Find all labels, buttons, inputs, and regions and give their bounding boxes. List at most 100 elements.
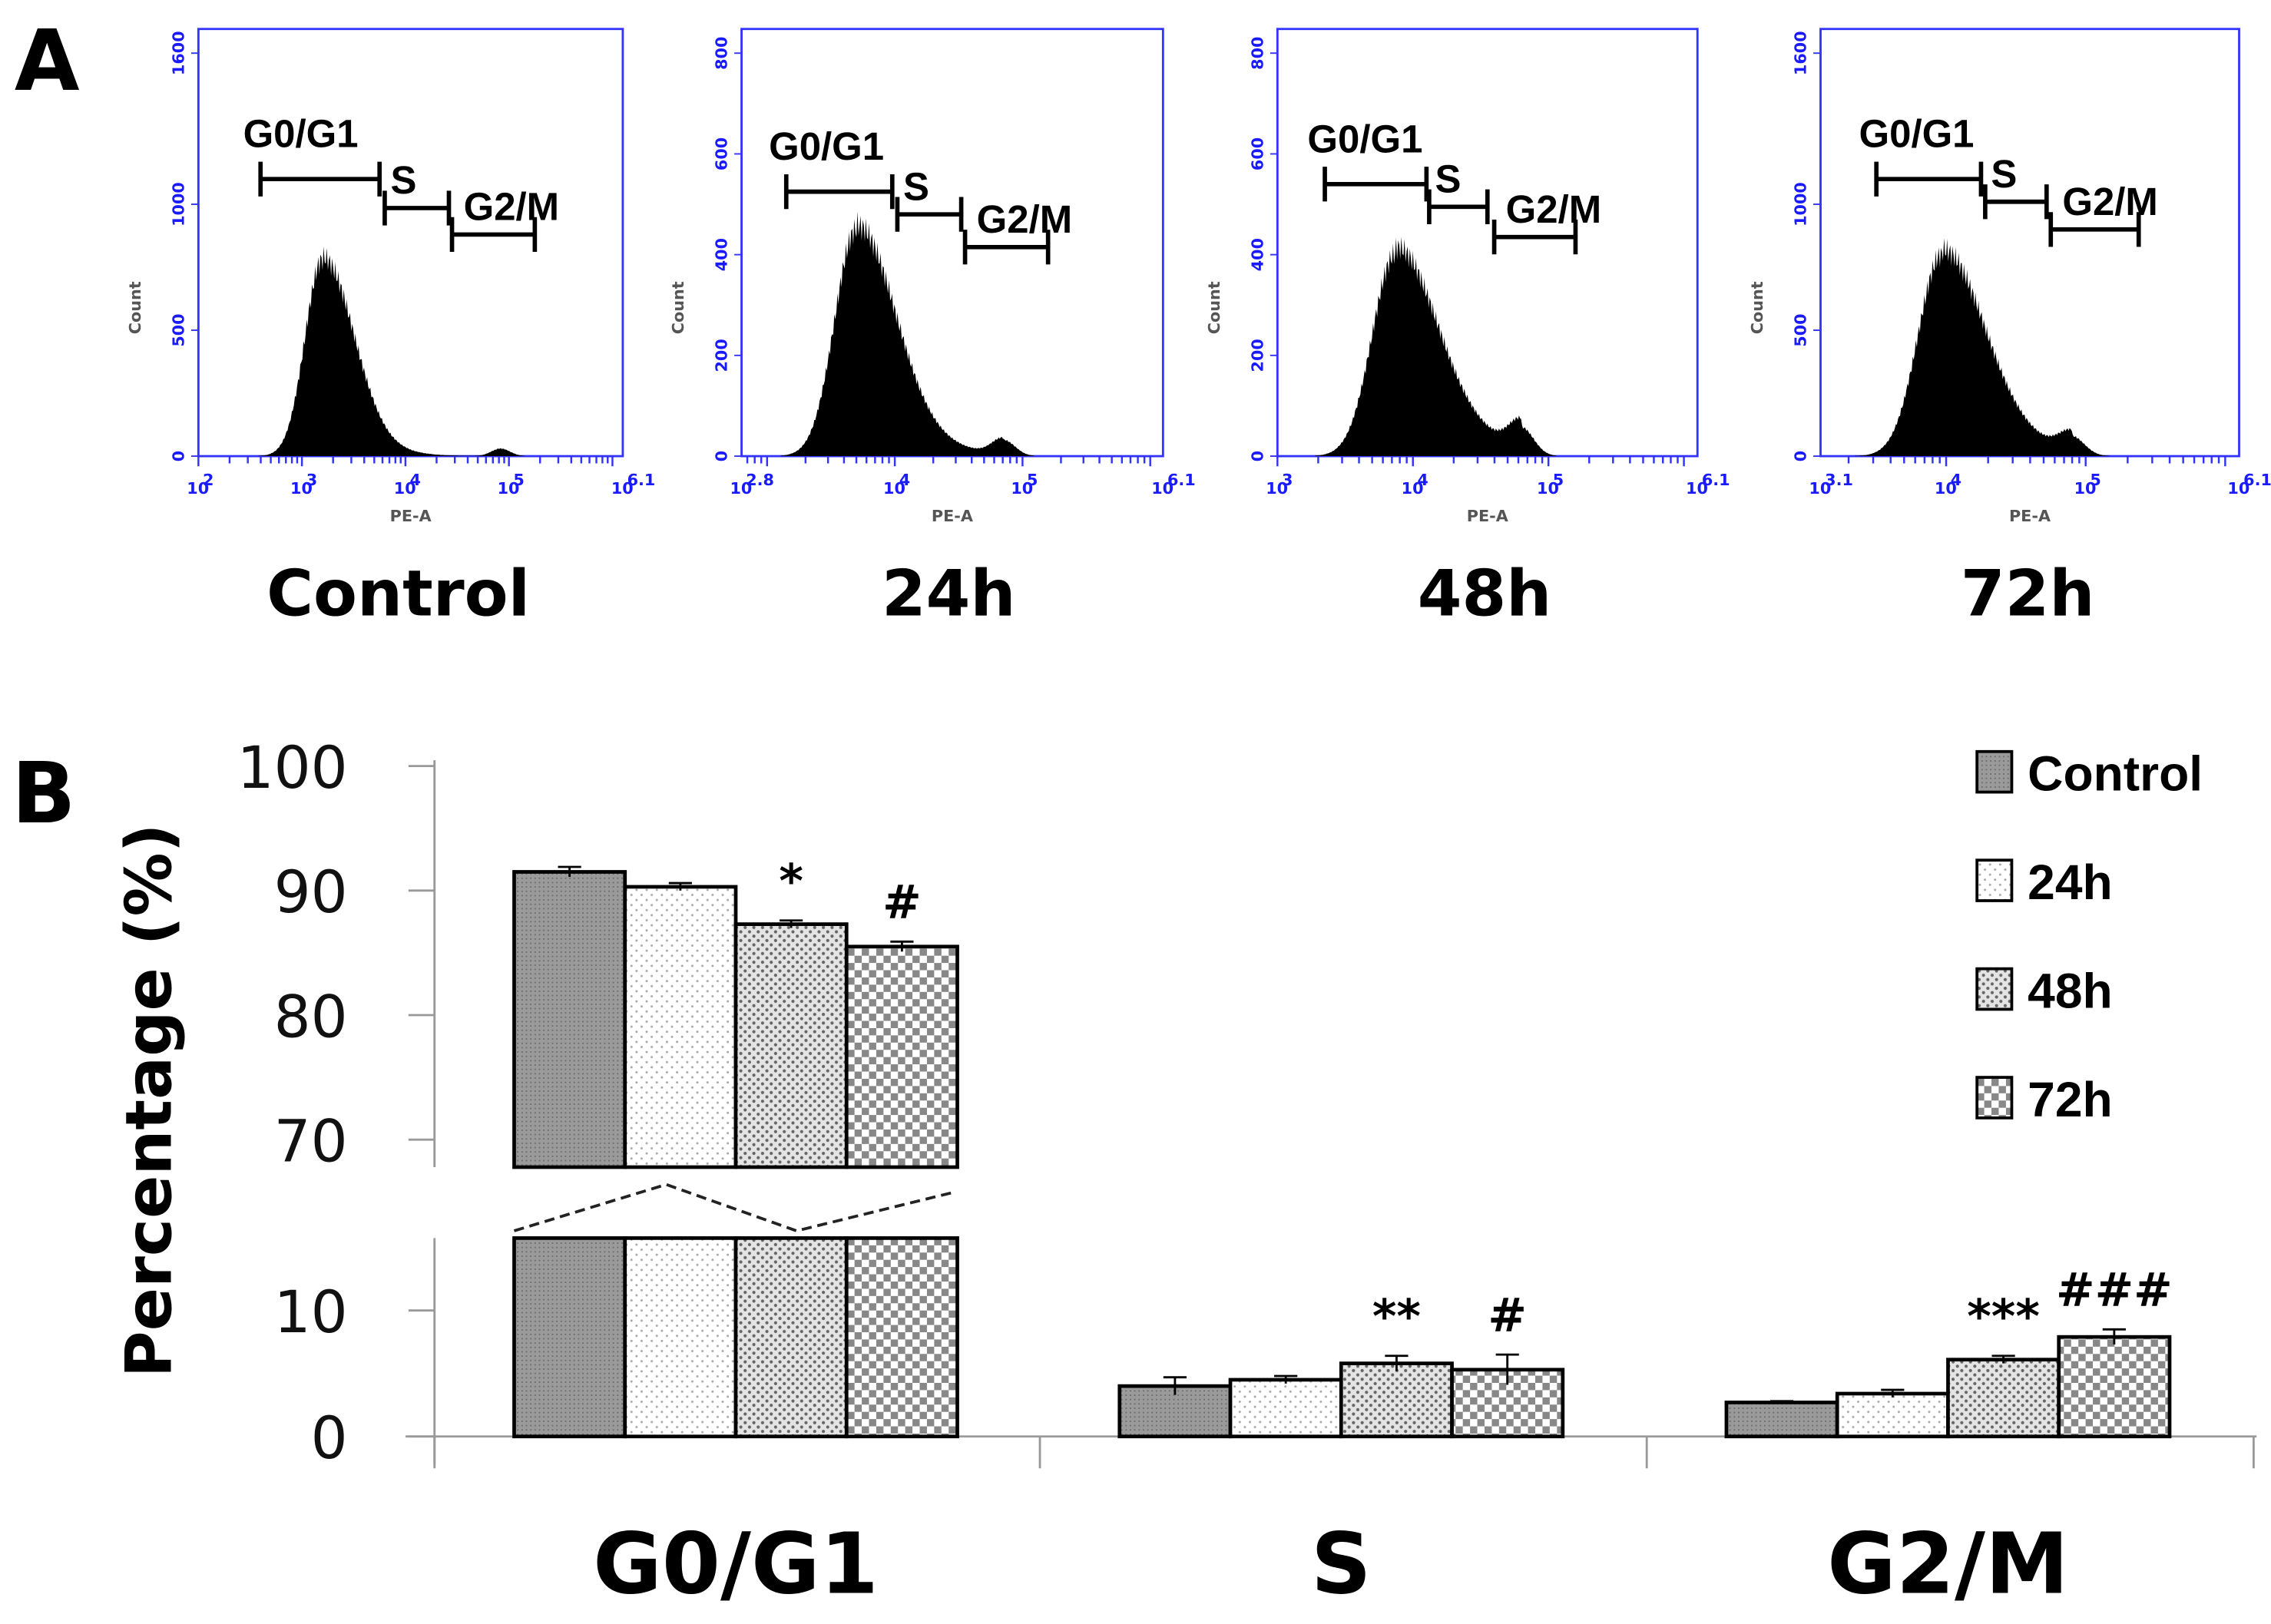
significance-mark: *** [1967, 1291, 2040, 1345]
bar-s-48h [1339, 1361, 1454, 1439]
legend-swatch [1975, 1076, 2014, 1120]
y-tick-label: 0 [1792, 451, 1810, 461]
y-axis-label: Count [1205, 281, 1223, 334]
x-tick-exponent: 2.8 [746, 471, 774, 489]
x-tick-exponent: 3 [1282, 471, 1293, 489]
x-tick-base: 10 [1537, 479, 1559, 498]
legend-label: 48h [2028, 964, 2112, 1019]
y-tick-label: 600 [713, 137, 731, 170]
gate-s: S [1427, 157, 1490, 224]
x-tick-base: 10 [2074, 479, 2097, 498]
gate-label: G2/M [464, 185, 559, 229]
y-tick-label: 0 [1248, 451, 1266, 461]
x-tick-base: 10 [2227, 479, 2249, 498]
panel-label-b: B [12, 744, 75, 842]
gate-g0-g1: G0/G1 [243, 112, 382, 197]
y-tick-label: 800 [1248, 37, 1266, 70]
bar-g0-g1-48h-upper [733, 922, 849, 1169]
x-tick-exponent: 5 [1027, 471, 1038, 489]
y-tick-label: 200 [713, 339, 731, 372]
y-tick-label: 800 [713, 37, 731, 70]
bar-g0-g1-24h-upper [623, 885, 738, 1169]
axis-break-line [513, 1182, 957, 1232]
plot-frame [197, 28, 624, 458]
bar-g0-g1-control-upper [512, 870, 627, 1169]
bar-g0-g1-48h-lower [733, 1236, 849, 1439]
y-tick-label: 1000 [1792, 182, 1810, 227]
legend-item-72h: 72h [1975, 1072, 2113, 1127]
y-tick-label: 1600 [1792, 31, 1810, 75]
bar-chart: 70 80 90 100 0 10 Percentage (%) G0/G1 S G2/M * # **… [112, 734, 2257, 1612]
gate-label: G0/G1 [1859, 112, 1975, 156]
x-tick-base: 10 [1402, 479, 1424, 498]
y-tick-label: 70 [274, 1107, 348, 1175]
plot-title: 24h [882, 556, 1016, 630]
gate-label: S [1991, 152, 2017, 196]
x-tick-base: 10 [730, 479, 752, 498]
significance-mark: ** [1372, 1291, 1421, 1345]
gate-label: S [903, 164, 929, 208]
bar-g2-m-control [1724, 1401, 1839, 1439]
gate-label: S [390, 158, 416, 202]
legend-item-48h: 48h [1975, 964, 2113, 1019]
y-tick-label: 0 [311, 1404, 348, 1472]
x-tick-exponent: 4 [410, 471, 421, 489]
gate-label: G0/G1 [1307, 117, 1422, 160]
y-tick-label: 400 [1248, 238, 1266, 271]
legend-label: Control [2028, 746, 2203, 802]
gate-g2-m: G2/M [2048, 180, 2158, 247]
x-tick-exponent: 2 [203, 471, 214, 489]
panel-label-a: A [15, 12, 80, 110]
x-tick-base: 10 [611, 479, 634, 498]
x-tick-base: 10 [1266, 479, 1288, 498]
histogram-72h [1820, 238, 2240, 457]
plot-frame [1819, 28, 2240, 458]
gate-label: G0/G1 [243, 112, 359, 156]
x-tick-exponent: 6.1 [1702, 471, 1730, 489]
bar-g2-m-24h [1835, 1391, 1950, 1439]
y-axis-label: Count [669, 281, 687, 334]
x-tick-exponent: 4 [1417, 471, 1428, 489]
gate-g0-g1: G0/G1 [1859, 112, 1984, 197]
y-tick-label: 100 [237, 734, 348, 802]
gate-s: S [895, 164, 964, 232]
x-tick-exponent: 4 [899, 471, 910, 489]
category-label: G2/M [1827, 1514, 2069, 1612]
x-tick-base: 10 [1809, 479, 1831, 498]
x-tick-exponent: 6.1 [1167, 471, 1196, 489]
plot-title: 72h [1961, 556, 2095, 630]
x-axis-label: PE-A [932, 507, 973, 525]
x-tick-base: 10 [394, 479, 416, 498]
y-tick-label: 1000 [170, 182, 188, 227]
gate-s: S [1983, 152, 2049, 220]
x-tick-exponent: 6.1 [2243, 471, 2271, 489]
y-tick-label: 200 [1248, 339, 1266, 372]
gate-s: S [382, 158, 452, 226]
gate-g0-g1: G0/G1 [769, 124, 895, 210]
legend-swatch [1975, 858, 2014, 902]
legend-swatch [1975, 967, 2014, 1011]
significance-mark: * [779, 855, 803, 909]
y-tick-label: 1600 [170, 31, 188, 75]
plot-title: Control [266, 556, 530, 630]
x-tick-exponent: 3.1 [1825, 471, 1853, 489]
significance-mark: # [882, 876, 922, 930]
legend-label: 24h [2028, 855, 2112, 910]
significance-mark: ### [2056, 1264, 2173, 1318]
y-tick-label: 0 [170, 451, 188, 461]
y-axis-label: Count [1748, 281, 1766, 334]
x-tick-exponent: 3 [306, 471, 317, 489]
x-axis-label: PE-A [2009, 507, 2051, 525]
bar-g0-g1-72h-upper [844, 944, 959, 1169]
y-tick-label: 500 [1792, 313, 1810, 346]
y-tick-label: 400 [713, 238, 731, 271]
category-label: G0/G1 [593, 1514, 879, 1612]
gate-label: G2/M [977, 197, 1072, 241]
x-axis-label: PE-A [390, 507, 432, 525]
legend-item-control: Control [1975, 746, 2203, 802]
